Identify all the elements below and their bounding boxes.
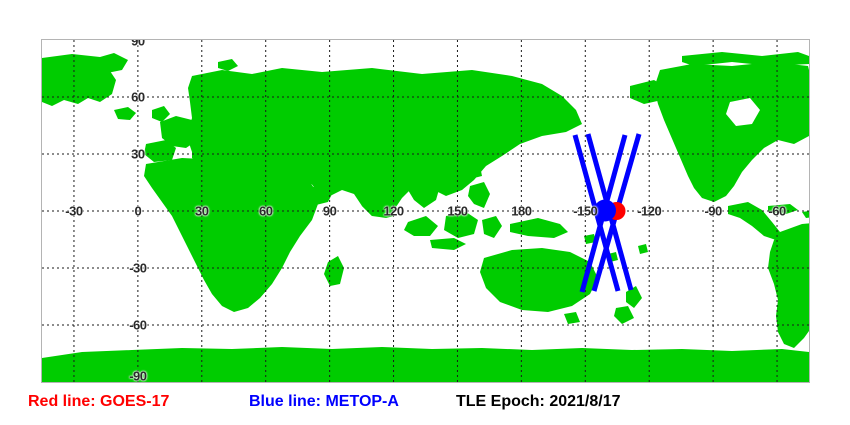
legend-metop-a: Blue line: METOP-A	[249, 393, 399, 410]
western-europe-shape	[160, 116, 202, 148]
legend-tle-epoch: TLE Epoch: 2021/8/17	[456, 393, 621, 410]
australia-shape	[480, 248, 598, 312]
lon-label: 90	[322, 203, 337, 219]
arctic-canada-shape	[42, 53, 128, 74]
antarctica-shape	[42, 347, 809, 382]
new-zealand-south-shape	[614, 306, 634, 324]
pacific-islands-3	[638, 244, 648, 254]
lon-label: 60	[258, 203, 273, 219]
java-shape	[430, 238, 466, 250]
lon-label: -60	[768, 203, 786, 219]
british-isles-shape	[152, 106, 170, 122]
sri-lanka-shape	[384, 206, 394, 218]
lat-label: -90	[129, 368, 147, 383]
lon-label: 150	[447, 203, 468, 219]
great-lakes-void	[762, 156, 782, 168]
philippines-shape	[468, 182, 490, 208]
lat-label: -60	[129, 317, 147, 333]
lon-label: 120	[383, 203, 404, 219]
lon-label: -150	[573, 203, 598, 219]
lon-label: -90	[704, 203, 722, 219]
iceland-shape	[114, 107, 136, 120]
south-america-shape	[768, 223, 809, 348]
lon-label: -120	[637, 203, 662, 219]
landmass-group	[42, 52, 809, 382]
scandinavia-shape	[192, 84, 222, 118]
lon-label: 0	[134, 203, 142, 219]
svalbard-shape	[218, 59, 238, 71]
africa-shape	[144, 158, 318, 312]
tasmania-shape	[564, 312, 580, 324]
world-map-frame: -30 0 30 60 90 120 150 180 -150 -120 -90…	[41, 39, 810, 383]
arabia-shape	[270, 156, 318, 190]
pacific-islands-1	[584, 234, 596, 244]
pacific-islands-2	[608, 252, 618, 262]
new-zealand-shape	[626, 286, 642, 308]
japan-shape	[494, 130, 514, 152]
sulawesi-shape	[482, 216, 502, 238]
madagascar-shape	[324, 256, 344, 286]
hispaniola-shape	[802, 211, 809, 218]
india-shape	[356, 166, 394, 216]
new-guinea-shape	[510, 218, 568, 238]
korea-shape	[478, 138, 494, 154]
central-america-shape	[728, 202, 780, 240]
lon-label: 180	[511, 203, 532, 219]
horn-of-africa-shape	[302, 184, 334, 206]
lat-label: 60	[131, 89, 145, 105]
legend-goes17: Red line: GOES-17	[28, 393, 170, 410]
lon-label: -30	[65, 203, 83, 219]
lat-label: 90	[131, 39, 145, 49]
italy-shape	[192, 140, 206, 164]
lon-label: 30	[195, 203, 209, 219]
graticule-group	[42, 40, 809, 382]
taiwan-shape	[472, 166, 482, 178]
north-america-shape	[654, 62, 809, 202]
lat-label: 30	[131, 146, 145, 162]
canada-arctic-shape	[682, 52, 809, 66]
legend-footer: Red line: GOES-17 Blue line: METOP-A TLE…	[0, 393, 850, 425]
indochina-shape	[408, 176, 440, 208]
iberia-shape	[144, 140, 176, 162]
world-map-canvas	[42, 40, 809, 382]
borneo-shape	[444, 212, 478, 238]
cuba-shape	[768, 204, 798, 214]
sumatra-shape	[404, 216, 438, 236]
lat-label: -30	[129, 260, 147, 276]
hudson-bay-void	[726, 98, 760, 126]
